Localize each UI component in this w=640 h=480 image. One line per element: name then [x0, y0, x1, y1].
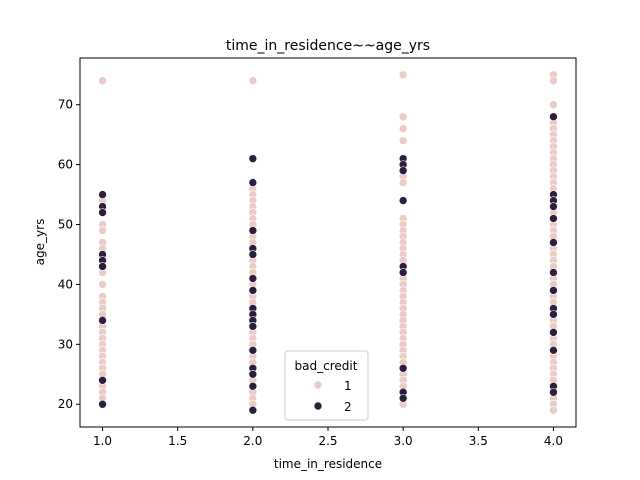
data-point: [248, 405, 258, 415]
data-point: [248, 346, 258, 355]
data-point: [398, 136, 408, 145]
data-point: [248, 226, 258, 235]
data-point: [549, 238, 558, 247]
y-tick-label: 30: [58, 337, 73, 351]
y-tick-label: 20: [58, 397, 73, 411]
data-point: [98, 226, 107, 235]
legend-marker-1: [313, 380, 323, 390]
data-point: [549, 405, 558, 415]
data-point: [248, 250, 258, 259]
data-point: [248, 286, 258, 295]
data-point: [549, 387, 558, 397]
data-point: [248, 154, 258, 163]
data-point: [398, 268, 408, 277]
data-point: [398, 393, 408, 403]
legend-label-2: 2: [344, 400, 352, 414]
data-point: [98, 262, 107, 271]
x-tick-label: 2.5: [318, 434, 337, 448]
data-point: [398, 112, 408, 121]
data-point: [549, 328, 558, 337]
y-tick-label: 60: [58, 158, 73, 172]
data-point: [549, 268, 558, 277]
y-tick-label: 40: [58, 277, 73, 291]
data-point: [98, 76, 107, 86]
y-axis: 20 30 40 50 60 70: [58, 98, 80, 411]
data-point: [248, 178, 258, 187]
data-point: [248, 369, 258, 379]
y-tick-label: 70: [58, 98, 73, 112]
data-point: [248, 274, 258, 283]
data-point: [549, 346, 558, 355]
y-tick-label: 50: [58, 218, 73, 232]
x-axis-label: time_in_residence: [274, 457, 382, 471]
x-tick-label: 1.5: [168, 434, 187, 448]
data-point: [248, 76, 258, 86]
data-point: [549, 214, 558, 223]
y-axis-label: age_yrs: [33, 219, 47, 266]
x-tick-label: 1.0: [93, 434, 112, 448]
data-point: [549, 76, 558, 86]
legend-label-1: 1: [344, 379, 352, 393]
data-point: [98, 375, 107, 385]
x-tick-label: 2.0: [243, 434, 262, 448]
data-point: [549, 112, 558, 121]
data-point: [549, 286, 558, 295]
chart-title: time_in_residence~~age_yrs: [226, 38, 430, 54]
legend-marker-2: [313, 401, 323, 411]
data-point: [98, 316, 107, 325]
x-tick-label: 3.5: [469, 434, 488, 448]
x-axis: 1.0 1.5 2.0 2.5 3.0 3.5 4.0: [93, 427, 563, 448]
legend: bad_credit 1 2: [284, 350, 369, 421]
data-point: [549, 100, 558, 110]
data-point: [98, 280, 107, 289]
data-point: [398, 178, 408, 187]
legend-frame: [284, 350, 369, 421]
data-point: [398, 166, 408, 175]
data-point: [398, 70, 408, 80]
data-point: [98, 399, 107, 409]
data-point: [98, 190, 107, 199]
x-tick-label: 3.0: [394, 434, 413, 448]
data-point: [98, 208, 107, 217]
data-point: [398, 196, 408, 205]
data-point: [398, 124, 408, 133]
plot-area: [98, 70, 558, 415]
data-point: [549, 310, 558, 319]
legend-title: bad_credit: [295, 359, 358, 373]
data-point: [398, 363, 408, 373]
data-point: [549, 202, 558, 211]
data-point: [248, 381, 258, 391]
data-point: [248, 322, 258, 331]
x-tick-label: 4.0: [544, 434, 563, 448]
